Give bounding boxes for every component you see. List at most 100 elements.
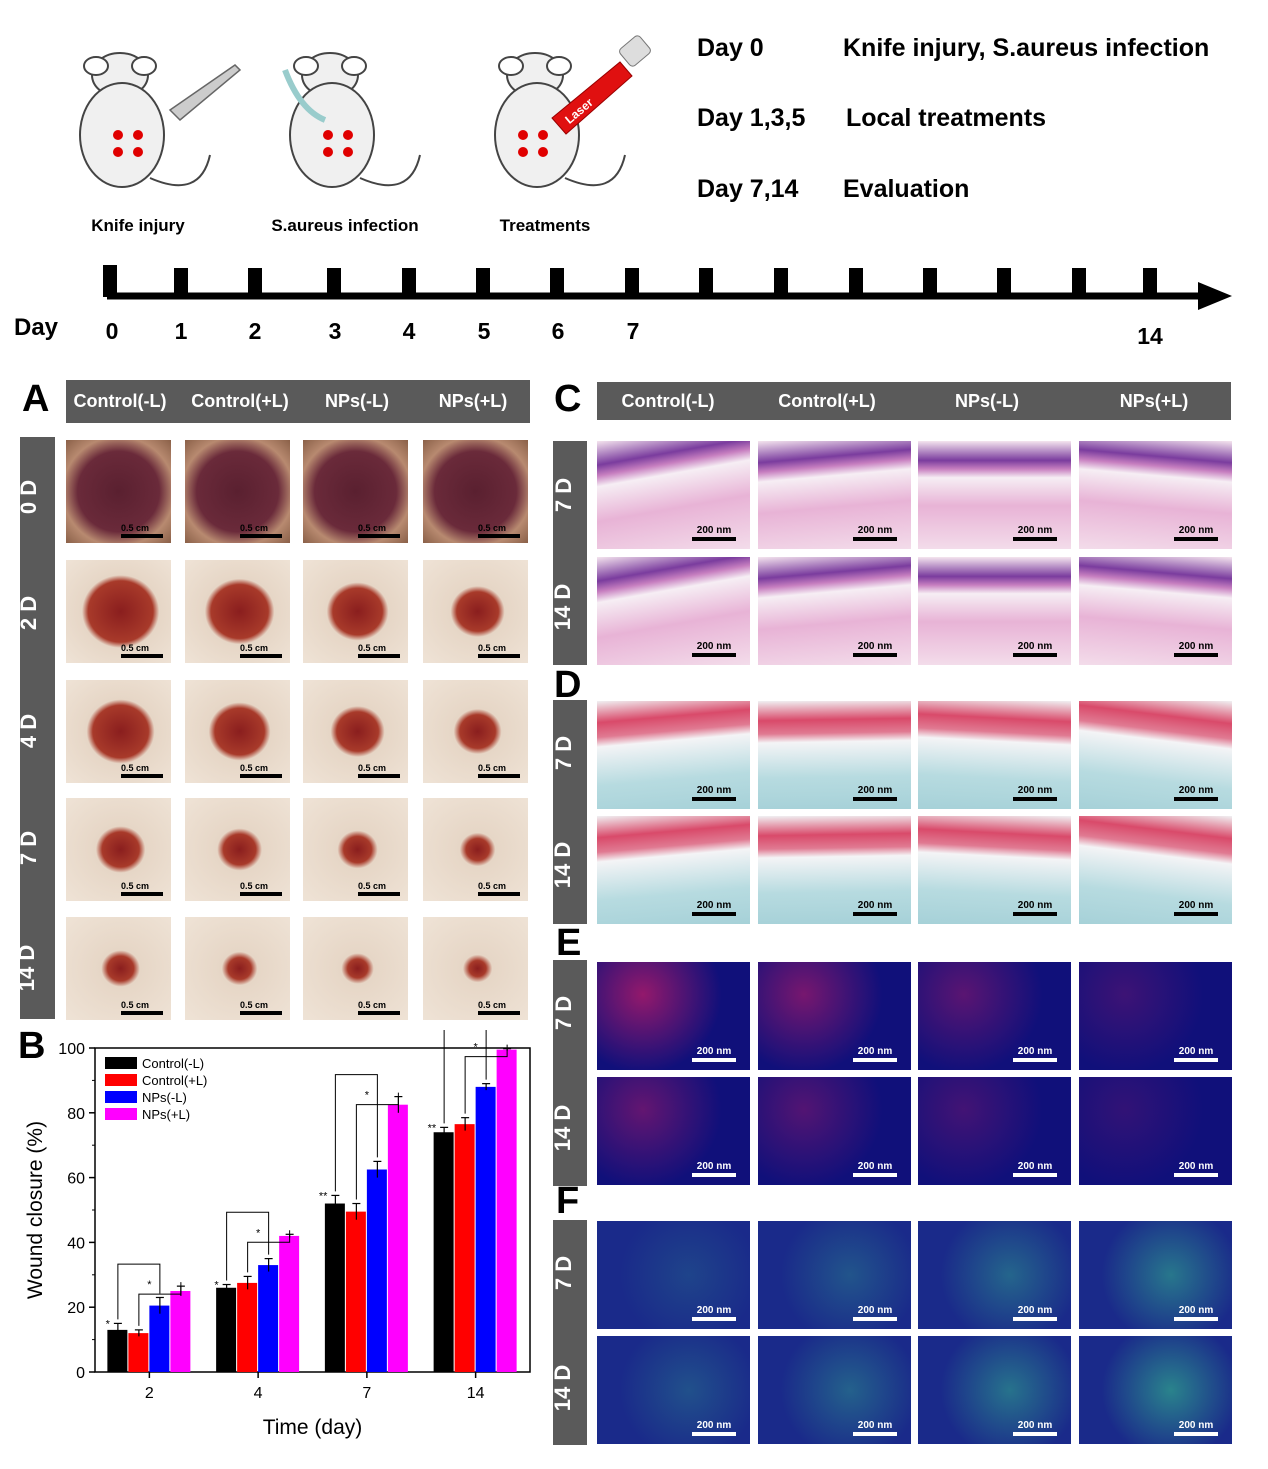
- panel-c-col-control-minus: Control(-L): [621, 390, 715, 411]
- panel-c-rowbar: [553, 441, 587, 665]
- scale-bar-label: 200 nm: [1178, 785, 1214, 796]
- wound-photo: 0.5 cm: [303, 560, 408, 663]
- scale-bar-label: 0.5 cm: [478, 523, 507, 533]
- panel-c-header: Control(-L) Control(+L) NPs(-L) NPs(+L): [597, 382, 1231, 420]
- scale-bar: 200 nm: [692, 1161, 736, 1177]
- timeline-tick: [476, 268, 490, 297]
- bar: [387, 1104, 408, 1372]
- scale-bar-label: 200 nm: [857, 641, 893, 652]
- scale-bar: 0.5 cm: [478, 1000, 520, 1015]
- timeline-day-5: 5: [477, 318, 491, 344]
- x-tick-label: 4: [254, 1385, 263, 1402]
- wound-photo: 0.5 cm: [303, 917, 408, 1020]
- legend-swatch: [105, 1057, 137, 1069]
- scale-bar-label: 0.5 cm: [121, 1000, 150, 1010]
- wound-photo: 0.5 cm: [66, 680, 171, 783]
- timeline-tick: [1143, 268, 1157, 297]
- scale-bar-label: 200 nm: [1017, 1046, 1053, 1057]
- histology-image: 200 nm: [1079, 1221, 1232, 1329]
- scale-bar: 200 nm: [692, 900, 736, 916]
- schematic-drawing: [79, 35, 1232, 310]
- scale-bar: 0.5 cm: [121, 763, 163, 778]
- bar: [324, 1203, 345, 1372]
- scale-bar: 0.5 cm: [121, 881, 163, 896]
- wound-photo: 0.5 cm: [423, 560, 528, 663]
- panel-d-row-1: 14 D: [550, 841, 576, 889]
- wound-photo: 0.5 cm: [423, 917, 528, 1020]
- histology-image: 200 nm: [918, 1221, 1071, 1329]
- scale-bar: 200 nm: [853, 525, 897, 541]
- scale-bar: 0.5 cm: [240, 1000, 282, 1015]
- scale-bar: 200 nm: [853, 900, 897, 916]
- panel-a-row-1: 2 D: [16, 595, 42, 631]
- scale-bar: 200 nm: [692, 785, 736, 801]
- histology-image: 200 nm: [758, 1077, 911, 1185]
- histology-image: 200 nm: [597, 816, 750, 924]
- significance-label: *: [473, 1042, 478, 1054]
- histology-image: 200 nm: [758, 962, 911, 1070]
- timeline-day-2: 2: [248, 318, 262, 344]
- scale-bar-label: 200 nm: [1017, 785, 1053, 796]
- scale-bar-label: 0.5 cm: [478, 643, 507, 653]
- scale-bar-label: 0.5 cm: [121, 523, 150, 533]
- scale-bar: 200 nm: [1013, 1161, 1057, 1177]
- histology-image: 200 nm: [1079, 962, 1232, 1070]
- scale-bar: 0.5 cm: [240, 643, 282, 658]
- timeline-tick: [248, 268, 262, 297]
- scale-bar-label: 200 nm: [1017, 525, 1053, 536]
- scale-bar-label: 200 nm: [1017, 641, 1053, 652]
- bar: [258, 1265, 279, 1372]
- histology-image: 200 nm: [918, 1077, 1071, 1185]
- scale-bar-label: 200 nm: [857, 900, 893, 911]
- bar: [279, 1235, 300, 1372]
- schedule-day-2: Day 7,14: [697, 175, 799, 203]
- timeline-day-0: 0: [105, 318, 119, 344]
- y-tick-label: 80: [67, 1106, 85, 1123]
- panel-c-col-nps-plus: NPs(+L): [1119, 390, 1189, 411]
- bar: [216, 1287, 237, 1372]
- scale-bar-label: 200 nm: [857, 785, 893, 796]
- step-label-knife: Knife injury: [91, 216, 185, 235]
- scale-bar-label: 200 nm: [1178, 641, 1214, 652]
- significance-bracket: [334, 1074, 378, 1192]
- schedule-day-1: Day 1,3,5: [697, 104, 806, 132]
- timeline-day-14: 14: [1137, 323, 1163, 349]
- panel-letter-d: D: [554, 664, 582, 706]
- scale-bar-label: 200 nm: [696, 1161, 732, 1172]
- panel-e-rowbar: [553, 960, 587, 1186]
- histology-image: 200 nm: [918, 816, 1071, 924]
- timeline-tick: [774, 268, 788, 297]
- scale-bar-label: 200 nm: [696, 641, 732, 652]
- timeline-tick: [174, 268, 188, 297]
- significance-bracket: [138, 1282, 182, 1326]
- wound-photo: 0.5 cm: [423, 680, 528, 783]
- scale-bar: 200 nm: [692, 525, 736, 541]
- scale-bar-label: 200 nm: [857, 1305, 893, 1316]
- wound-photo: 0.5 cm: [185, 680, 290, 783]
- histology-image: 200 nm: [918, 962, 1071, 1070]
- scale-bar-label: 0.5 cm: [240, 763, 269, 773]
- scale-bar-label: 200 nm: [1178, 900, 1214, 911]
- timeline-tick: [1072, 268, 1086, 297]
- histology-image: 200 nm: [758, 701, 911, 809]
- significance-label: **: [428, 1122, 437, 1134]
- scale-bar: 200 nm: [692, 1046, 736, 1062]
- scale-bar-label: 0.5 cm: [240, 1000, 269, 1010]
- scale-bar: 200 nm: [1013, 1420, 1057, 1436]
- panel-a-col-nps-plus: NPs(+L): [438, 391, 508, 411]
- histology-image: 200 nm: [597, 557, 750, 665]
- scale-bar-label: 200 nm: [696, 1046, 732, 1057]
- scale-bar-label: 200 nm: [857, 1420, 893, 1431]
- panel-a-col-nps-minus: NPs(-L): [325, 391, 389, 411]
- step-label-infection: S.aureus infection: [271, 216, 419, 235]
- significance-bracket: [226, 1211, 270, 1281]
- histology-image: 200 nm: [1079, 441, 1232, 549]
- scale-bar: 0.5 cm: [358, 523, 400, 538]
- bar: [170, 1291, 191, 1372]
- panel-letter-a: A: [22, 378, 50, 420]
- scale-bar-label: 200 nm: [696, 1305, 732, 1316]
- panel-c-row-0: 7 D: [551, 477, 577, 513]
- x-tick-label: 2: [145, 1385, 154, 1402]
- scale-bar: 0.5 cm: [121, 1000, 163, 1015]
- mouse-laser-icon: [494, 35, 651, 188]
